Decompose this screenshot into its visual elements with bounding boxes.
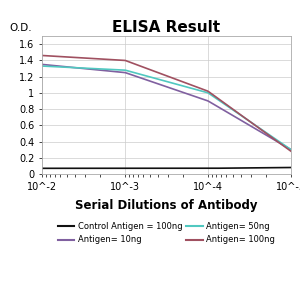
Antigen= 100ng <box>188 83 192 86</box>
Control Antigen = 100ng <box>289 166 293 169</box>
Control Antigen = 100ng <box>193 167 196 170</box>
Antigen= 100ng <box>250 121 254 125</box>
Antigen= 100ng <box>41 54 45 57</box>
Antigen= 10ng <box>250 125 254 128</box>
Antigen= 100ng <box>289 149 293 153</box>
Antigen= 10ng <box>188 93 192 97</box>
Text: Serial Dilutions of Antibody: Serial Dilutions of Antibody <box>75 199 258 212</box>
Antigen= 50ng <box>266 132 269 136</box>
Control Antigen = 100ng <box>266 166 269 169</box>
Antigen= 100ng <box>193 84 196 88</box>
Antigen= 100ng <box>40 54 44 57</box>
Antigen= 100ng <box>266 133 269 136</box>
Control Antigen = 100ng <box>41 167 45 170</box>
Antigen= 50ng <box>250 121 254 125</box>
Antigen= 10ng <box>266 134 269 138</box>
Text: O.D.: O.D. <box>10 23 32 33</box>
Antigen= 50ng <box>289 148 293 152</box>
Antigen= 10ng <box>40 63 44 66</box>
Control Antigen = 100ng <box>250 166 254 170</box>
Control Antigen = 100ng <box>40 167 44 170</box>
Antigen= 50ng <box>41 64 45 68</box>
Antigen= 50ng <box>188 86 192 90</box>
Antigen= 100ng <box>188 82 191 86</box>
Control Antigen = 100ng <box>188 167 191 170</box>
Title: ELISA Result: ELISA Result <box>112 20 220 35</box>
Antigen= 10ng <box>188 93 191 96</box>
Antigen= 50ng <box>40 64 44 68</box>
Legend: Control Antigen = 100ng, Antigen= 10ng, Antigen= 50ng, Antigen= 100ng: Control Antigen = 100ng, Antigen= 10ng, … <box>58 222 275 244</box>
Line: Antigen= 50ng: Antigen= 50ng <box>42 66 291 150</box>
Antigen= 50ng <box>188 86 191 89</box>
Antigen= 10ng <box>193 94 196 98</box>
Antigen= 50ng <box>193 87 196 91</box>
Antigen= 10ng <box>289 148 293 152</box>
Line: Antigen= 10ng: Antigen= 10ng <box>42 64 291 150</box>
Antigen= 10ng <box>41 63 45 66</box>
Line: Antigen= 100ng: Antigen= 100ng <box>42 56 291 151</box>
Control Antigen = 100ng <box>188 167 192 170</box>
Line: Control Antigen = 100ng: Control Antigen = 100ng <box>42 167 291 168</box>
